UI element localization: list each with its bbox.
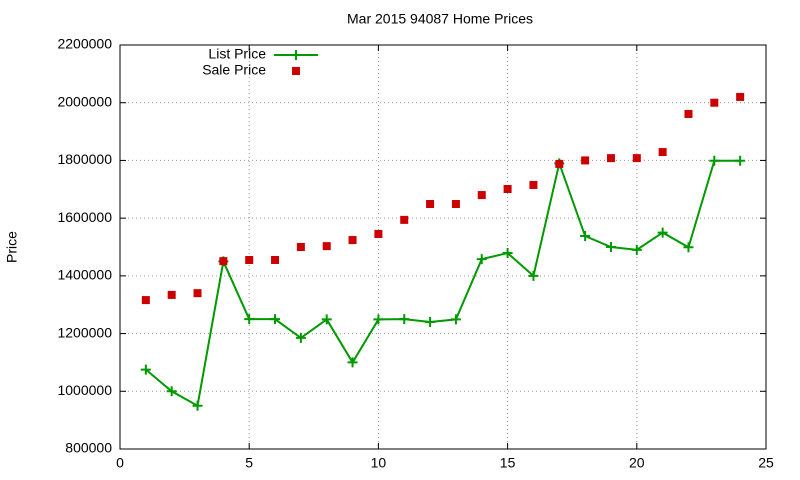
point (451, 200, 460, 209)
point (219, 257, 228, 266)
x-tick-label: 5 (245, 455, 253, 471)
point (425, 317, 436, 328)
point (683, 242, 694, 253)
y-axis-label: Price (4, 231, 20, 263)
series-line (145, 159, 741, 408)
point (141, 296, 150, 305)
point (709, 155, 720, 166)
point (245, 255, 254, 264)
point (581, 156, 590, 165)
point (658, 148, 667, 157)
y-tick-label: 1200000 (57, 324, 112, 340)
point (555, 159, 564, 168)
point (322, 242, 331, 251)
point (528, 270, 539, 281)
point (632, 154, 641, 163)
point (244, 314, 255, 325)
point (477, 191, 486, 200)
point (296, 243, 305, 251)
y-tick-label: 800000 (65, 440, 112, 456)
point (605, 242, 616, 252)
x-tick-label: 25 (758, 455, 774, 471)
point (193, 289, 202, 298)
y-tick-label: 1000000 (57, 382, 112, 398)
y-tick-label: 1400000 (57, 267, 112, 283)
point (503, 184, 512, 193)
y-tick-label: 1800000 (57, 151, 112, 167)
point (580, 231, 591, 242)
legend-marker (291, 50, 301, 60)
y-tick-label: 2000000 (57, 93, 112, 109)
x-tick-label: 0 (116, 455, 124, 471)
y-tick-label: 1600000 (57, 209, 112, 225)
point (710, 98, 719, 107)
x-tick-label: 20 (629, 455, 645, 471)
point (192, 400, 203, 411)
point (400, 215, 409, 224)
point (373, 314, 384, 325)
point (347, 357, 358, 368)
point (140, 364, 151, 375)
point (321, 314, 332, 325)
point (529, 180, 538, 189)
y-tick-label: 2200000 (57, 36, 112, 52)
point (736, 92, 745, 101)
legend-label: Sale Price (202, 62, 266, 78)
point (167, 290, 176, 299)
point (295, 332, 306, 343)
point (348, 236, 357, 245)
chart-title: Mar 2015 94087 Home Prices (347, 11, 533, 27)
point (450, 314, 461, 325)
point (657, 227, 668, 238)
point (684, 109, 693, 118)
point (735, 155, 746, 166)
point (399, 314, 410, 325)
x-tick-label: 10 (371, 455, 387, 471)
point (502, 248, 513, 259)
plot-frame (119, 44, 767, 450)
point (606, 154, 615, 163)
point (631, 244, 642, 255)
point (270, 314, 281, 325)
point (426, 200, 435, 209)
x-tick-label: 15 (500, 455, 516, 471)
legend-label: List Price (208, 46, 266, 62)
point (374, 230, 383, 239)
point (166, 386, 177, 397)
legend-marker (292, 67, 300, 75)
point (476, 254, 487, 265)
point (271, 255, 280, 264)
